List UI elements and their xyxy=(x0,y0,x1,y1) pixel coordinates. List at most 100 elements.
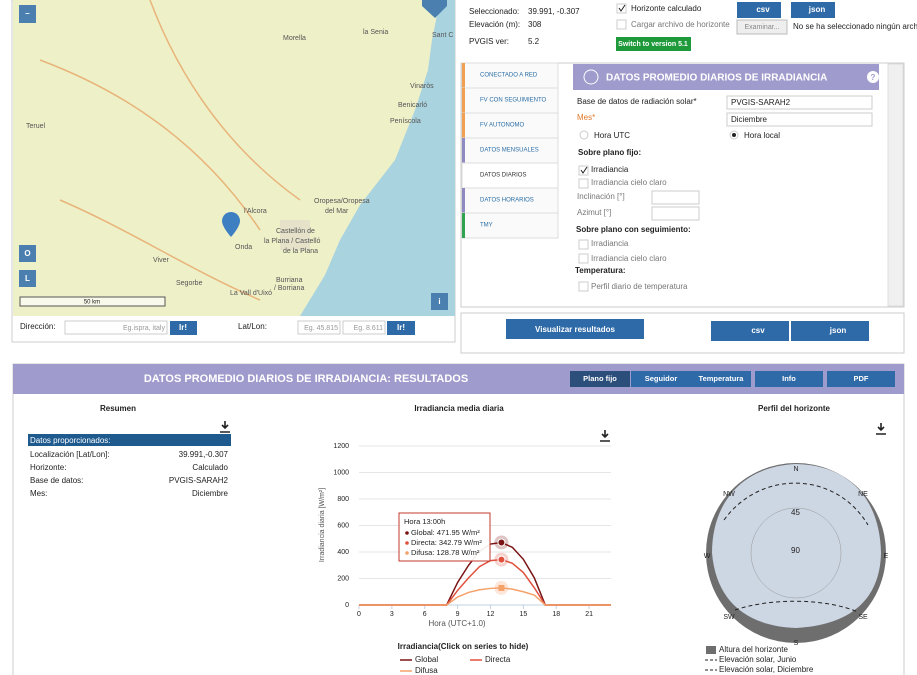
label: Seleccionado: xyxy=(469,7,519,16)
x-tick-label: 15 xyxy=(519,611,527,618)
tab-accent xyxy=(462,88,465,113)
form-header xyxy=(573,64,879,90)
tab-label: CONECTADO A RED xyxy=(480,73,538,79)
map-label: Teruel xyxy=(26,123,46,130)
result-button[interactable] xyxy=(631,371,691,387)
info-label: i xyxy=(438,297,440,306)
go-button[interactable] xyxy=(170,321,197,335)
label: Dirección: xyxy=(20,322,56,331)
result-button-label: Seguidor xyxy=(645,374,678,383)
map-label: Benicarló xyxy=(398,102,427,109)
direction-label: SE xyxy=(858,614,868,621)
summary-value: 39.991,-0.307 xyxy=(179,450,229,459)
tab-label: DATOS MENSUALES xyxy=(480,148,539,154)
help-icon[interactable] xyxy=(867,71,879,83)
label: PVGIS ver: xyxy=(469,37,509,46)
checkbox[interactable] xyxy=(616,19,627,30)
go-button[interactable] xyxy=(387,321,415,335)
value: 39.991, -0.307 xyxy=(528,7,580,16)
file-status: No se ha seleccionado ningún archivo xyxy=(793,22,917,31)
json-label: json xyxy=(829,326,847,335)
map-label: Onda xyxy=(235,244,252,251)
tab[interactable] xyxy=(461,212,559,239)
value: 5.2 xyxy=(528,37,540,46)
layers-button[interactable] xyxy=(422,0,447,18)
json-button[interactable] xyxy=(791,321,869,341)
value: 308 xyxy=(528,20,542,29)
ring xyxy=(750,507,842,599)
switch-button[interactable] xyxy=(616,37,691,51)
label: Elevación (m): xyxy=(469,20,520,29)
label: Azimut [°] xyxy=(577,208,611,217)
map-button[interactable] xyxy=(19,245,36,262)
checkbox[interactable] xyxy=(578,165,589,176)
map-label: l'Alcora xyxy=(244,208,267,215)
lat-input[interactable] xyxy=(297,320,341,335)
csv-button[interactable] xyxy=(737,2,781,18)
label: Irradiancia cielo claro xyxy=(591,254,667,263)
direction-label: W xyxy=(704,553,711,560)
csv-button[interactable] xyxy=(711,321,789,341)
x-tick-label: 9 xyxy=(456,611,460,618)
checkbox[interactable] xyxy=(578,178,589,189)
tooltip-line: Global: 471.95 W/m² xyxy=(411,528,480,537)
legend-label[interactable]: Global xyxy=(415,655,438,664)
y-tick-label: 400 xyxy=(337,549,349,556)
legend-label[interactable]: Difusa xyxy=(415,666,438,675)
db-select[interactable] xyxy=(726,95,873,110)
label: Lat/Lon: xyxy=(238,322,267,331)
direction-label: S xyxy=(794,640,799,647)
y-tick-label: 200 xyxy=(337,575,349,582)
tooltip-dot xyxy=(405,551,409,555)
map-button-label: O xyxy=(24,249,30,258)
azimuth-input[interactable] xyxy=(651,206,700,221)
checkbox[interactable] xyxy=(616,3,627,14)
address-input[interactable] xyxy=(64,320,168,335)
result-button[interactable] xyxy=(691,371,751,387)
tooltip-dot xyxy=(405,541,409,545)
summary-key: Mes: xyxy=(30,489,47,498)
label: Mes* xyxy=(577,113,595,122)
tab[interactable] xyxy=(461,112,559,139)
check xyxy=(618,4,626,12)
zoom-button[interactable] xyxy=(19,5,36,23)
label: Base de datos de radiación solar* xyxy=(577,97,697,106)
map-label: del Mar xyxy=(325,208,349,215)
series-line[interactable] xyxy=(359,587,611,606)
ring-label: 45 xyxy=(791,508,800,517)
direction-label: NW xyxy=(723,491,735,498)
tilt-input[interactable] xyxy=(651,190,700,205)
result-button-label: Plano fijo xyxy=(583,374,617,383)
map-label: Vinaròs xyxy=(410,83,434,90)
tab-label: DATOS DIARIOS xyxy=(480,173,526,179)
x-tick-label: 3 xyxy=(390,611,394,618)
x-tick-label: 12 xyxy=(487,611,495,618)
json-button[interactable] xyxy=(791,2,835,18)
summary-value: Diciembre xyxy=(192,489,229,498)
form-title: DATOS PROMEDIO DIARIOS DE IRRADIANCIA xyxy=(606,73,827,84)
tab[interactable] xyxy=(461,62,559,89)
browse-label: Examinar... xyxy=(744,24,779,31)
result-button[interactable] xyxy=(570,371,630,387)
visualize-button[interactable] xyxy=(506,319,644,339)
download-icons[interactable] xyxy=(220,421,886,442)
scrollbar[interactable] xyxy=(887,63,904,307)
y-tick-label: 600 xyxy=(337,522,349,529)
result-button[interactable] xyxy=(827,371,895,387)
map-button[interactable] xyxy=(19,270,36,287)
radio[interactable] xyxy=(579,130,589,140)
checkbox[interactable] xyxy=(578,281,589,292)
go-label: Ir! xyxy=(397,323,405,332)
info-button[interactable] xyxy=(431,293,448,310)
label: Horizonte calculado xyxy=(631,4,702,13)
month-select[interactable] xyxy=(726,112,873,127)
legend-label: Elevación solar, Diciembre xyxy=(719,665,814,674)
checkbox[interactable] xyxy=(578,239,589,250)
browse-button[interactable] xyxy=(736,19,788,35)
legend-label[interactable]: Directa xyxy=(485,655,511,664)
lon-input[interactable] xyxy=(342,320,386,335)
checkbox[interactable] xyxy=(578,253,589,264)
result-button[interactable] xyxy=(755,371,823,387)
y-tick-label: 800 xyxy=(337,496,349,503)
